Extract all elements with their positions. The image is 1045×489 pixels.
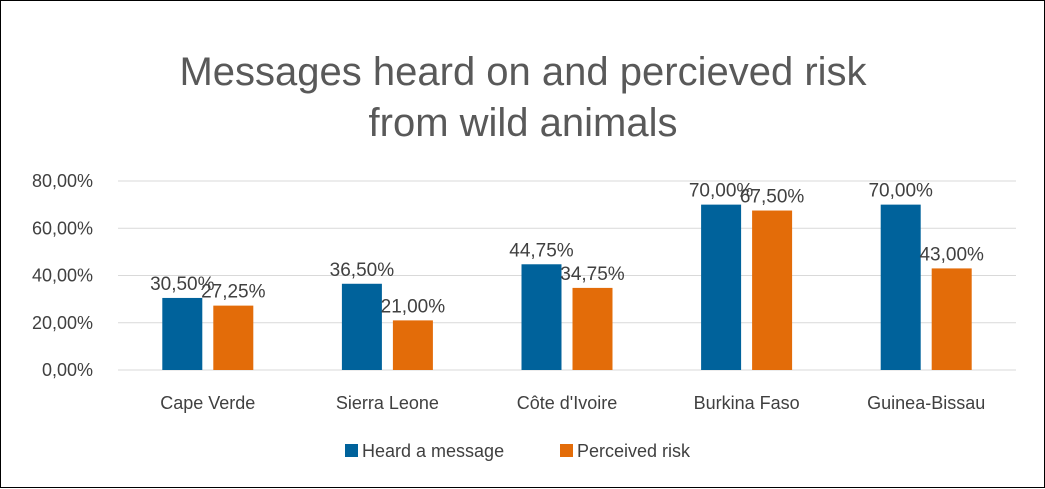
bar-heard-a-message <box>521 264 562 370</box>
y-tick-label: 0,00% <box>42 360 93 380</box>
x-category-label: Burkina Faso <box>694 393 800 413</box>
bar-perceived-risk <box>392 320 433 370</box>
x-category-label: Côte d'Ivoire <box>517 393 618 413</box>
legend-label: Perceived risk <box>577 441 691 461</box>
x-category-label: Sierra Leone <box>336 393 439 413</box>
bar-heard-a-message <box>701 204 742 370</box>
legend-swatch <box>560 444 573 457</box>
bar-heard-a-message <box>162 297 203 370</box>
y-tick-label: 60,00% <box>32 218 93 238</box>
legend-label: Heard a message <box>362 441 504 461</box>
chart-title-line-1: Messages heard on and percieved risk <box>179 50 867 94</box>
legend-swatch <box>345 444 358 457</box>
bar-perceived-risk <box>213 305 254 370</box>
data-label: 44,75% <box>509 240 574 261</box>
x-category-label: Cape Verde <box>160 393 255 413</box>
legend: Heard a message Perceived risk <box>345 441 691 461</box>
data-label: 70,00% <box>689 181 754 202</box>
bar-heard-a-message <box>880 204 921 370</box>
x-axis-category-labels: Cape Verde Sierra Leone Côte d'Ivoire Burki… <box>160 393 985 413</box>
data-label: 36,50% <box>330 260 395 281</box>
bar-perceived-risk <box>931 268 972 370</box>
y-axis-tick-labels: 0,00% 20,00% 40,00% 60,00% 80,00% <box>32 171 93 380</box>
bar-heard-a-message <box>341 283 382 370</box>
data-labels: 30,50%27,25% 36,50% 21,00% 44,75% 34,75% 70,0… <box>150 181 984 318</box>
chart-title-line-2: from wild animals <box>369 101 678 145</box>
data-label: 21,00% <box>381 296 446 317</box>
data-label: 27,25% <box>201 282 266 303</box>
y-tick-label: 80,00% <box>32 171 93 191</box>
y-tick-label: 40,00% <box>32 266 93 286</box>
y-tick-label: 20,00% <box>32 313 93 333</box>
bar-perceived-risk <box>752 210 793 370</box>
data-label: 34,75% <box>560 264 625 285</box>
data-label: 70,00% <box>868 181 933 202</box>
data-label: 30,50% <box>150 274 215 295</box>
gridlines <box>118 180 1016 371</box>
bars <box>162 204 972 370</box>
data-label: 67,50% <box>740 187 805 208</box>
bar-perceived-risk <box>572 287 613 370</box>
x-category-label: Guinea-Bissau <box>867 393 985 413</box>
data-label: 43,00% <box>919 244 984 265</box>
